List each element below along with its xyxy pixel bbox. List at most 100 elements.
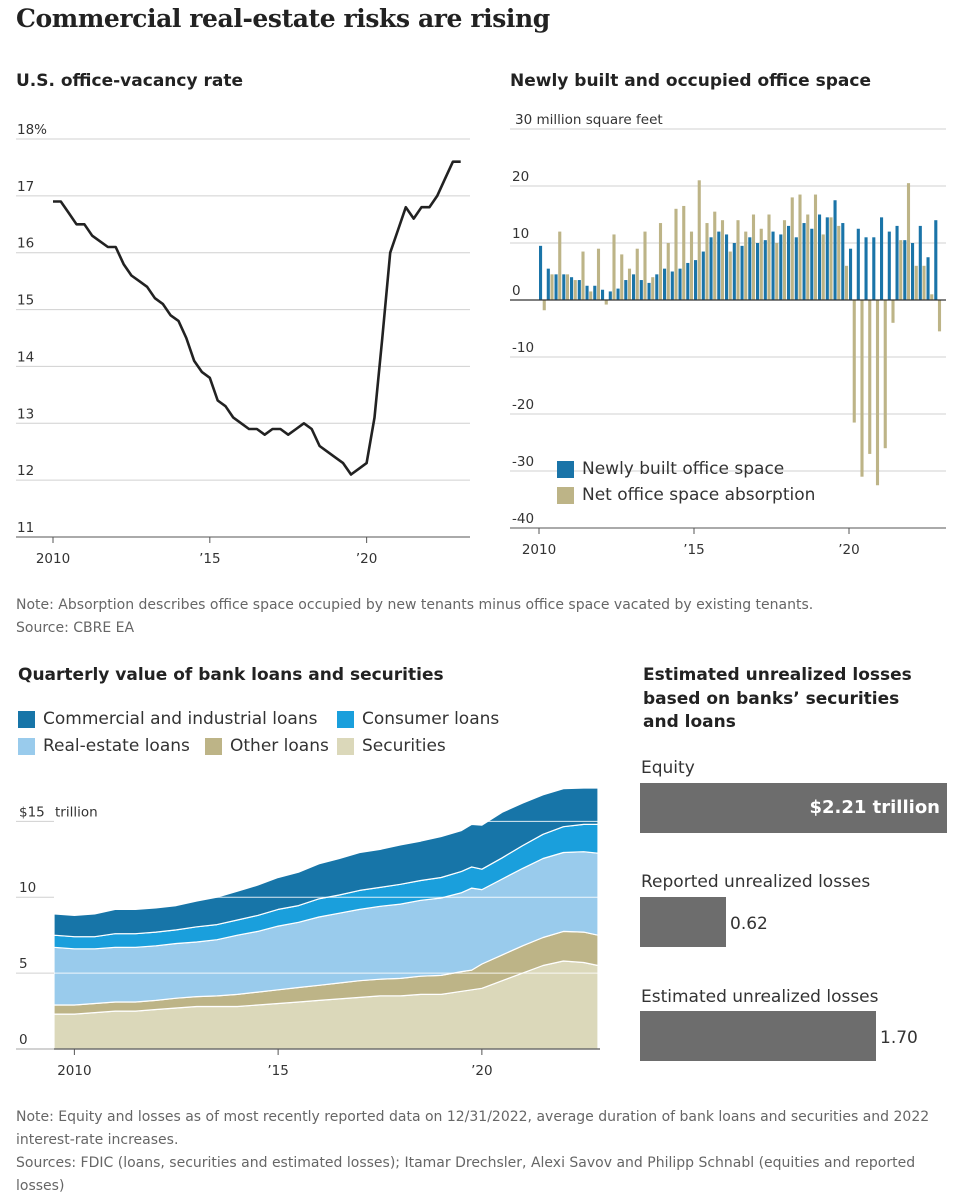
- built-bar: [678, 268, 682, 300]
- absorption-bar: [868, 300, 872, 454]
- built-bar: [825, 217, 829, 300]
- main-title: Commercial real-estate risks are rising: [16, 4, 550, 33]
- built-bar: [771, 231, 775, 300]
- built-bar: [601, 289, 605, 300]
- absorption-bar: [728, 251, 732, 300]
- absorption-bar: [689, 231, 694, 300]
- absorption-bar: [596, 248, 601, 300]
- built-bar: [926, 257, 930, 300]
- absorption-bar: [635, 248, 639, 300]
- bank-y-tick-label: 10: [19, 880, 36, 896]
- built-bar: [802, 223, 806, 300]
- absorption-bar: [837, 225, 841, 300]
- built-bar: [810, 228, 814, 300]
- office-y-tick-label: -40: [512, 511, 534, 527]
- legend-swatch-securities: [337, 737, 354, 755]
- built-bar: [895, 225, 899, 300]
- office-y-tick-label: 10: [512, 226, 529, 242]
- absorption-bar: [682, 205, 686, 300]
- absorption-bar: [906, 183, 911, 300]
- built-bar: [756, 243, 760, 300]
- absorption-bar: [604, 300, 608, 305]
- built-bar: [562, 274, 566, 300]
- office-y-tick-label: 0: [512, 283, 521, 299]
- absorption-bar: [790, 197, 794, 300]
- bank-y-tick-label: 5: [19, 956, 28, 972]
- built-bar: [632, 274, 636, 300]
- absorption-bar: [744, 231, 748, 300]
- built-bar: [570, 277, 574, 300]
- absorption-bar: [620, 254, 624, 300]
- vacancy-y-tick-label: 14: [17, 349, 34, 365]
- office-x-tick-label: ’20: [838, 542, 859, 558]
- vacancy-y-tick-label: 18%: [17, 122, 47, 138]
- built-bar: [732, 243, 736, 300]
- absorption-bar: [759, 228, 763, 300]
- built-bar: [911, 243, 915, 300]
- office-y-tick-label: -30: [512, 454, 534, 470]
- built-bar: [647, 282, 651, 300]
- built-bar: [864, 237, 868, 300]
- bank-y-tick-label: 0: [19, 1032, 28, 1048]
- built-bar: [717, 231, 721, 300]
- built-bar: [670, 271, 674, 300]
- absorption-bar: [736, 220, 740, 300]
- office-space-chart-title: Newly built and occupied office space: [510, 71, 872, 91]
- losses-bar: [640, 1011, 876, 1061]
- absorption-bar: [891, 300, 895, 323]
- legend-swatch-other-loans: [205, 737, 222, 755]
- absorption-bar: [651, 277, 655, 300]
- built-bar: [655, 274, 659, 300]
- legend-label-other-loans: Other loans: [230, 736, 329, 756]
- absorption-bar: [821, 234, 825, 300]
- source-fdic: Sources: FDIC (loans, securities and est…: [16, 1155, 916, 1194]
- built-bar: [701, 251, 705, 300]
- office-x-tick-label: ’15: [683, 542, 704, 558]
- built-bar: [818, 214, 822, 300]
- legend-label-ci-loans: Commercial and industrial loans: [43, 709, 318, 729]
- built-bar: [849, 248, 853, 300]
- bank-x-tick-label: 2010: [57, 1063, 91, 1079]
- vacancy-y-tick-label: 17: [17, 179, 34, 195]
- note-equity-losses: Note: Equity and losses as of most recen…: [16, 1109, 930, 1148]
- absorption-bar: [643, 231, 647, 300]
- bank-unit-label: trillion: [55, 804, 98, 820]
- absorption-bar: [767, 214, 771, 300]
- absorption-bar: [697, 180, 701, 300]
- built-bar: [740, 245, 744, 300]
- built-bar: [593, 285, 597, 300]
- office-y-tick-label: 20: [512, 169, 529, 185]
- bank-x-tick-label: ’15: [267, 1063, 288, 1079]
- bank-x-tick-label: ’20: [471, 1063, 492, 1079]
- absorption-bar: [813, 194, 818, 300]
- absorption-bar: [899, 240, 903, 300]
- vacancy-y-tick-label: 11: [17, 520, 34, 536]
- legend-swatch-consumer-loans: [337, 710, 354, 728]
- legend-label-consumer-loans: Consumer loans: [362, 709, 500, 729]
- vacancy-chart: 11 12 13 14 15 16 17 18% 2010 ’15 ’20: [16, 122, 470, 567]
- legend-absorption: Net office space absorption: [557, 485, 815, 505]
- legend-securities: Securities: [337, 736, 446, 756]
- legend-swatch-built: [557, 460, 574, 478]
- bank-y-tick-label: $15: [19, 804, 45, 820]
- absorption-bar: [844, 265, 849, 300]
- built-bar: [546, 268, 550, 300]
- built-bar: [694, 260, 698, 300]
- built-bar: [934, 220, 938, 300]
- absorption-bar: [914, 265, 918, 300]
- absorption-bar: [666, 243, 670, 300]
- built-bar: [539, 245, 543, 300]
- absorption-bar: [860, 300, 864, 477]
- office-unit-label: 30 million square feet: [515, 112, 663, 128]
- absorption-bar: [674, 208, 678, 300]
- built-bar: [748, 237, 752, 300]
- built-bar: [608, 291, 612, 300]
- losses-category-label: Estimated unrealized losses: [641, 987, 879, 1007]
- absorption-bar: [775, 243, 779, 300]
- built-bar: [841, 223, 845, 300]
- ci-loans-area: [53, 787, 599, 938]
- absorption-bar: [798, 194, 802, 300]
- built-bar: [616, 288, 620, 300]
- losses-category-label: Equity: [641, 758, 695, 778]
